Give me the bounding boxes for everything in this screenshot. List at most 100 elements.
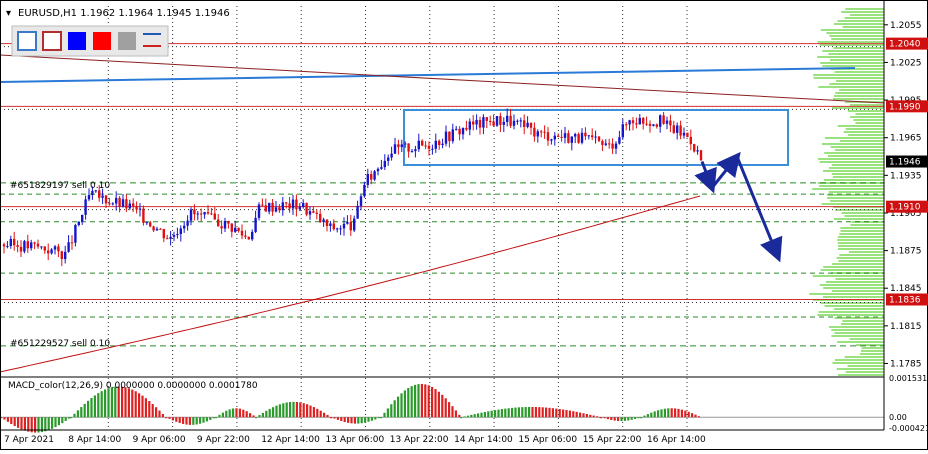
- volume-profile-bar: [853, 119, 884, 121]
- projection-arrows[interactable]: [694, 151, 783, 263]
- candle-body: [203, 212, 206, 215]
- macd-bar: [551, 408, 554, 418]
- swatch-gray[interactable]: [118, 32, 136, 50]
- projection-arrow[interactable]: [735, 155, 783, 263]
- candle-body: [200, 213, 203, 215]
- candle-body: [485, 117, 488, 121]
- macd-bar: [511, 407, 514, 418]
- volume-profile-bar: [834, 317, 884, 319]
- projection-arrow[interactable]: [710, 151, 741, 189]
- candle-body: [519, 120, 522, 122]
- candle-body: [237, 227, 240, 231]
- macd-bar: [110, 387, 113, 418]
- macd-bar: [390, 404, 393, 418]
- macd-bar: [117, 386, 120, 418]
- candle-body: [227, 220, 230, 224]
- price-badge-label: 1.2040: [889, 40, 921, 50]
- macd-bar: [212, 417, 215, 419]
- macd-bar: [538, 407, 541, 418]
- candle-body: [67, 242, 70, 252]
- volume-profile-bar: [832, 263, 884, 265]
- candle-body: [145, 222, 148, 224]
- swatch-outline-blue[interactable]: [17, 31, 37, 51]
- candle-body: [492, 121, 495, 126]
- candle-body: [172, 235, 176, 237]
- candle-body: [679, 125, 682, 136]
- macd-bar: [643, 415, 646, 418]
- candle-body: [696, 150, 699, 152]
- macd-bar: [617, 417, 620, 421]
- projection-arrow[interactable]: [694, 160, 717, 194]
- volume-profile-bar: [819, 161, 884, 163]
- range-box[interactable]: [403, 109, 789, 166]
- macd-bar: [97, 393, 100, 418]
- candle-body: [142, 208, 145, 223]
- darkred-trendline[interactable]: [0, 54, 885, 104]
- swatch-blue[interactable]: [68, 32, 86, 50]
- candle-body: [387, 157, 390, 161]
- volume-profile-bar: [820, 62, 884, 64]
- candle-body: [516, 120, 519, 122]
- macd-bar: [148, 401, 151, 418]
- price-badge-label: 1.1836: [889, 295, 921, 305]
- volume-profile-bar: [820, 269, 884, 271]
- candle-body: [234, 227, 237, 232]
- volume-profile-bar: [823, 266, 884, 268]
- volume-profile-bar: [845, 8, 884, 10]
- macd-bar: [27, 417, 30, 432]
- candle-body: [574, 134, 577, 137]
- macd-bar: [131, 389, 134, 418]
- candle-body: [135, 206, 138, 210]
- volume-profile-bar: [834, 332, 884, 334]
- macd-bar: [309, 405, 312, 418]
- trend-lines[interactable]: [0, 54, 885, 104]
- swatch-outline-red[interactable]: [42, 31, 62, 51]
- macd-bar: [431, 386, 434, 418]
- macd-bar: [134, 391, 137, 418]
- time-axis-label: 7 Apr 2021: [4, 435, 54, 445]
- macd-bar: [383, 412, 386, 418]
- blue-trendline[interactable]: [0, 67, 856, 83]
- volume-profile-bar: [831, 164, 884, 166]
- macd-bar: [13, 417, 16, 427]
- volume-profile-bar: [813, 74, 884, 76]
- consolidation-box[interactable]: [403, 109, 789, 166]
- candle-body: [652, 124, 655, 126]
- candle-body: [13, 238, 16, 246]
- volume-profile-bar: [839, 254, 884, 256]
- price-tick-label: 1.1815: [890, 322, 922, 332]
- price-tick-label: 1.1965: [890, 134, 922, 144]
- order-lines[interactable]: [0, 182, 884, 347]
- candle-body: [319, 213, 322, 223]
- volume-profile-bar: [824, 305, 884, 307]
- macd-bar: [596, 416, 599, 418]
- candles: [2, 108, 703, 267]
- macd-bar: [289, 402, 292, 418]
- order-label-1: #651829197 sell 0.10: [10, 181, 110, 191]
- candle-body: [43, 246, 46, 251]
- macd-bar: [524, 407, 527, 418]
- volume-profile-bar: [847, 365, 884, 367]
- candle-body: [342, 223, 346, 229]
- dropdown-triangle-icon[interactable]: ▾: [6, 8, 11, 19]
- time-axis-label: 13 Apr 06:00: [326, 435, 385, 445]
- candle-body: [441, 143, 444, 146]
- macd-bar: [458, 414, 461, 418]
- volume-profile-bar: [812, 188, 884, 190]
- candle-body: [604, 143, 607, 145]
- price-badge-label: 1.1946: [889, 158, 921, 168]
- time-axis-label: 8 Apr 14:00: [68, 435, 121, 445]
- volume-profile-bar: [850, 116, 884, 118]
- macd-bar: [182, 417, 185, 424]
- macd-bar: [138, 393, 141, 418]
- candle-body: [302, 203, 305, 207]
- macd-bar: [292, 401, 295, 418]
- volume-profile-bar: [837, 242, 884, 244]
- swatch-red[interactable]: [93, 32, 111, 50]
- candle-body: [676, 125, 679, 133]
- macd-bar: [444, 398, 447, 418]
- candle-body: [682, 132, 686, 136]
- macd-bar: [299, 402, 302, 418]
